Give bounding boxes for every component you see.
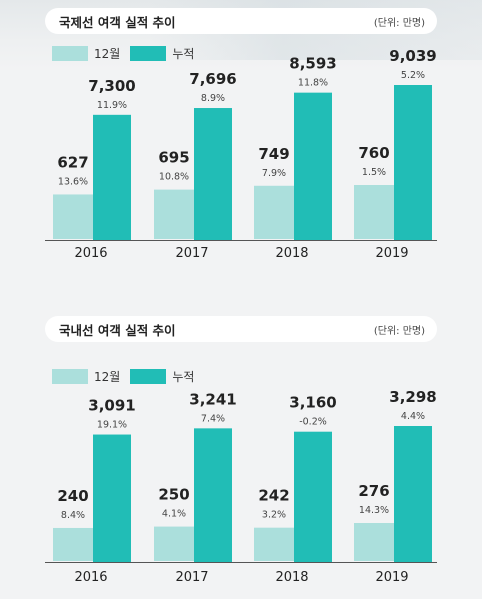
pct-label-cumulative: 11.8% [298,78,328,89]
x-tick-label: 2017 [175,246,208,261]
legend-swatch-cumulative [130,45,167,61]
value-label-monthly: 242 [258,487,289,505]
pct-label-cumulative: 5.2% [401,70,425,81]
legend-item-monthly: 12월 [52,45,120,62]
pct-label-cumulative: 19.1% [97,420,127,431]
x-tick-label: 2016 [74,570,107,585]
x-tick-label: 2017 [175,570,208,585]
value-label-cumulative: 9,039 [389,47,436,65]
pct-label-monthly: 14.3% [359,505,389,516]
legend-label-cumulative: 누적 [172,46,195,61]
chart-title: 국제선 여객 실적 추이 [59,14,176,30]
bar-cumulative-2019 [394,426,432,562]
pct-label-monthly: 7.9% [262,168,286,179]
value-label-monthly: 627 [57,153,88,171]
bar-cumulative-2018 [294,431,332,562]
legend-label-cumulative: 누적 [172,369,195,384]
pct-label-monthly: 10.8% [159,172,189,183]
pct-label-cumulative: 8.9% [201,93,225,104]
value-label-cumulative: 7,696 [189,70,236,88]
value-label-cumulative: 3,091 [88,397,135,415]
value-label-cumulative: 8,593 [289,55,336,73]
bar-monthly-2019 [354,523,394,561]
chart-legend: 12월 누적 [52,368,204,384]
legend-item-cumulative: 누적 [130,45,194,62]
value-label-monthly: 695 [158,149,189,167]
legend-swatch-monthly [52,45,88,61]
chart-unit: (단위: 만명) [373,17,425,29]
bar-cumulative-2016 [93,114,131,240]
bar-cumulative-2019 [394,85,432,240]
pct-label-monthly: 13.6% [58,176,88,187]
bar-monthly-2016 [53,194,93,239]
international-bar-chart: 13.6% 627 11.9% 7,300 2016 10.8% 695 8.9% 7,696 2… [45,47,437,261]
pct-label-cumulative: 7.4% [201,413,225,424]
bar-monthly-2016 [53,527,93,561]
legend-swatch-monthly [52,368,88,384]
international-chart-panel: 국제선 여객 실적 추이 (단위: 만명) 12월 누적 13.6% 627 11.… [45,8,437,261]
pct-label-monthly: 3.2% [262,510,286,521]
bar-monthly-2017 [154,526,194,561]
value-label-monthly: 760 [358,144,389,162]
x-tick-label: 2016 [74,246,107,261]
legend-label-monthly: 12월 [94,46,121,61]
x-tick-label: 2019 [375,246,408,261]
value-label-cumulative: 3,160 [289,394,336,412]
bar-monthly-2019 [354,185,394,239]
bar-cumulative-2016 [93,434,131,562]
legend-label-monthly: 12월 [94,369,121,384]
legend-item-monthly: 12월 [52,368,120,385]
legend-item-cumulative: 누적 [130,368,194,385]
x-tick-label: 2018 [275,570,308,585]
chart-title-bar: 국제선 여객 실적 추이 (단위: 만명) [45,8,437,34]
value-label-monthly: 250 [158,486,189,504]
bar-cumulative-2017 [194,428,232,562]
pct-label-cumulative: 4.4% [401,411,425,422]
bar-monthly-2018 [254,185,294,239]
pct-label-monthly: 1.5% [362,167,386,178]
value-label-cumulative: 3,241 [189,390,236,408]
domestic-chart-panel: 국내선 여객 실적 추이 (단위: 만명) 12월 누적 8.4% 240 19.1… [0,305,482,599]
value-label-monthly: 240 [57,487,88,505]
value-label-cumulative: 7,300 [88,77,135,95]
pct-label-monthly: 8.4% [61,510,85,521]
pct-label-cumulative: 11.9% [97,100,127,111]
x-tick-label: 2019 [375,570,408,585]
bar-cumulative-2018 [294,92,332,240]
bar-cumulative-2017 [194,108,232,240]
value-label-cumulative: 3,298 [389,388,436,406]
value-label-monthly: 749 [258,145,289,163]
domestic-bar-chart: 8.4% 240 19.1% 3,091 2016 4.1% 250 7.4% 3,241 201… [45,388,437,585]
x-tick-label: 2018 [275,246,308,261]
chart-title: 국내선 여객 실적 추이 [59,322,176,338]
chart-legend: 12월 누적 [52,45,204,61]
chart-unit: (단위: 만명) [373,325,425,337]
chart-title-bar: 국내선 여객 실적 추이 (단위: 만명) [45,316,437,342]
pct-label-cumulative: -0.2% [299,417,327,428]
bar-monthly-2018 [254,527,294,561]
pct-label-monthly: 4.1% [162,509,186,520]
legend-swatch-cumulative [130,368,167,384]
bar-monthly-2017 [154,189,194,239]
value-label-monthly: 276 [358,482,389,500]
